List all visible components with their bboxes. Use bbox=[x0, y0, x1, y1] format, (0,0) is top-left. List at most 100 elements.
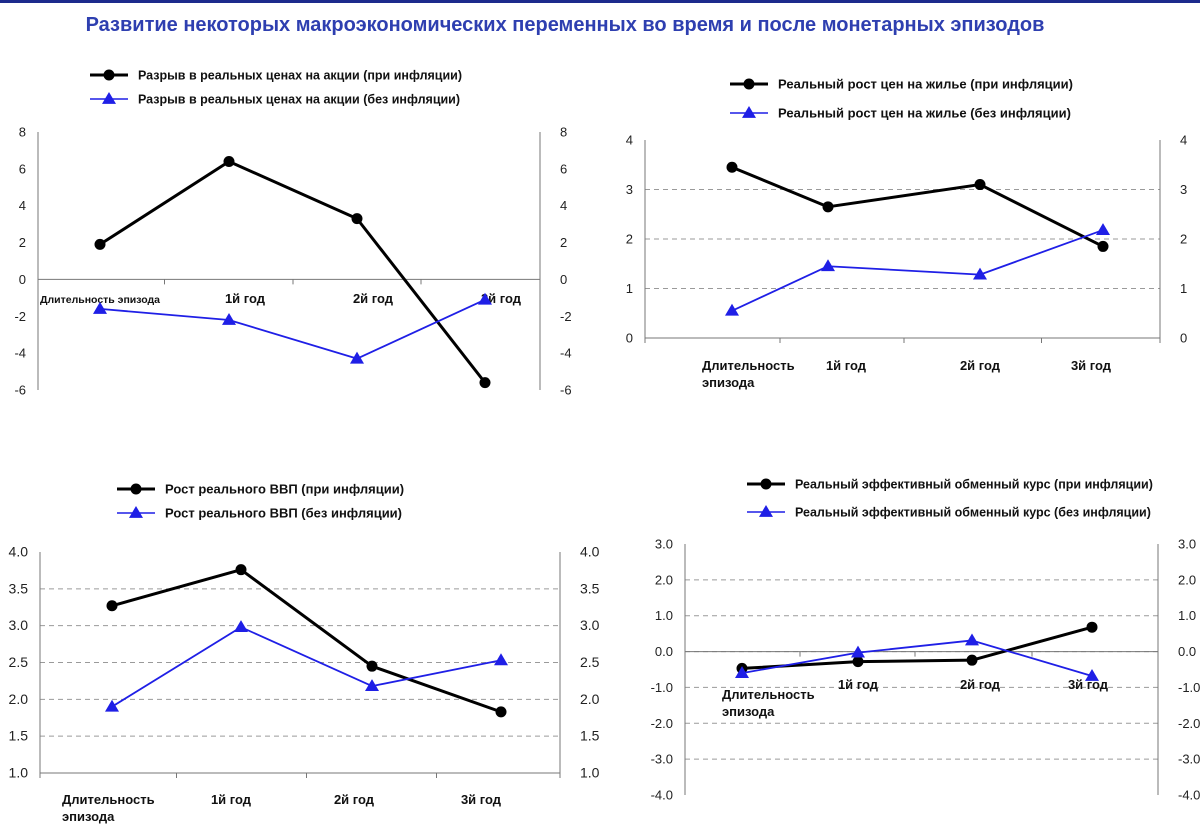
x-category-label: 3й год bbox=[1071, 358, 1112, 373]
y-tick-label-left: 4 bbox=[626, 133, 633, 148]
data-point-triangle bbox=[478, 292, 492, 305]
x-category-label: 1й год bbox=[225, 291, 266, 306]
data-point-circle bbox=[223, 155, 235, 167]
y-tick-label-left: 1.0 bbox=[655, 608, 673, 623]
data-point-triangle bbox=[365, 679, 379, 691]
legend-label-1: Реальный эффективный обменный курс (при … bbox=[795, 478, 1153, 492]
series-line-1 bbox=[99, 159, 487, 384]
data-point-circle bbox=[366, 660, 378, 672]
y-tick-label-left: -2.0 bbox=[651, 716, 673, 731]
y-tick-label-left: 3.0 bbox=[9, 617, 29, 633]
y-tick-label-left: -3.0 bbox=[651, 752, 673, 767]
legend-marker-circle bbox=[103, 69, 115, 81]
data-point-triangle bbox=[222, 312, 236, 325]
series-line-1 bbox=[731, 165, 1104, 248]
data-point-circle bbox=[94, 238, 106, 250]
y-tick-label-left: 2.5 bbox=[9, 654, 29, 670]
y-tick-label-right: 4 bbox=[560, 198, 567, 213]
x-category-label: 3й год bbox=[461, 792, 502, 807]
y-tick-label-left: 1 bbox=[626, 281, 633, 296]
y-tick-label-right: 3.5 bbox=[580, 580, 600, 596]
y-tick-label-left: 3 bbox=[626, 182, 633, 197]
legend-marker-triangle bbox=[759, 505, 773, 517]
top-rule bbox=[0, 0, 1200, 3]
data-point-triangle bbox=[1085, 668, 1099, 681]
x-category-label: 1й год bbox=[838, 677, 879, 692]
legend-marker-triangle bbox=[742, 106, 756, 118]
y-tick-label-left: -6 bbox=[14, 383, 26, 398]
chart-3: Рост реального ВВП (при инфляции) Рост ре… bbox=[9, 482, 600, 825]
y-tick-label-left: 0 bbox=[626, 331, 633, 346]
data-point-circle bbox=[1086, 621, 1098, 633]
series-line-2 bbox=[99, 298, 486, 360]
y-tick-label-right: 2.5 bbox=[580, 654, 600, 670]
y-tick-label-right: 3.0 bbox=[1178, 537, 1196, 552]
y-tick-label-left: 2.0 bbox=[655, 572, 673, 587]
y-tick-label-right: -6 bbox=[560, 383, 572, 398]
y-tick-label-right: 8 bbox=[560, 125, 567, 140]
y-tick-label-right: -2.0 bbox=[1178, 716, 1200, 731]
y-tick-label-right: -4 bbox=[560, 346, 572, 361]
x-category-label: Длительность эпизода bbox=[722, 687, 815, 719]
y-tick-label-left: -4.0 bbox=[651, 788, 673, 803]
x-category-label: Длительность эпизода bbox=[702, 358, 795, 390]
page-title: Развитие некоторых макроэкономических пе… bbox=[85, 14, 1045, 36]
legend-label-1: Разрыв в реальных ценах на акции (при ин… bbox=[138, 69, 462, 83]
data-point-circle bbox=[235, 564, 247, 576]
x-category-label: Длительность эпизода bbox=[40, 294, 160, 306]
y-tick-label-right: 2 bbox=[1180, 232, 1187, 247]
x-category-label: 2й год bbox=[353, 291, 394, 306]
y-tick-label-left: 1.5 bbox=[9, 728, 29, 744]
y-tick-label-left: 3.5 bbox=[9, 580, 29, 596]
y-tick-label-right: 0 bbox=[560, 272, 567, 287]
y-tick-label-left: 1.0 bbox=[9, 765, 29, 781]
legend-marker-circle bbox=[130, 483, 142, 495]
data-point-circle bbox=[852, 656, 864, 668]
y-tick-label-right: 3.0 bbox=[580, 617, 600, 633]
series-line-2 bbox=[731, 229, 1104, 312]
series-line-1 bbox=[111, 568, 502, 714]
y-tick-label-left: 8 bbox=[19, 125, 26, 140]
x-category-label: 1й год bbox=[211, 792, 252, 807]
x-category-label: 2й год bbox=[960, 358, 1001, 373]
data-point-circle bbox=[974, 179, 986, 191]
data-point-triangle bbox=[93, 301, 107, 314]
data-point-circle bbox=[1097, 240, 1109, 252]
data-point-triangle bbox=[821, 259, 835, 272]
y-tick-label-left: -4 bbox=[14, 346, 26, 361]
chart-2: Реальный рост цен на жилье (при инфляции… bbox=[626, 77, 1187, 391]
y-tick-label-right: 4.0 bbox=[580, 544, 600, 560]
y-tick-label-right: 1.0 bbox=[1178, 608, 1196, 623]
data-point-triangle bbox=[350, 351, 364, 364]
y-tick-label-right: -4.0 bbox=[1178, 788, 1200, 803]
data-point-circle bbox=[106, 600, 118, 612]
y-tick-label-left: 4.0 bbox=[9, 544, 29, 560]
data-point-circle bbox=[822, 201, 834, 213]
y-tick-label-right: -3.0 bbox=[1178, 752, 1200, 767]
data-point-triangle bbox=[735, 666, 749, 678]
series-line-2 bbox=[111, 626, 502, 708]
y-tick-label-left: 6 bbox=[19, 161, 26, 176]
data-point-triangle bbox=[725, 303, 739, 316]
y-tick-label-left: 2 bbox=[626, 232, 633, 247]
y-tick-label-left: -1.0 bbox=[651, 680, 673, 695]
data-point-circle bbox=[966, 654, 978, 666]
data-point-triangle bbox=[494, 653, 508, 666]
y-tick-label-left: 2 bbox=[19, 235, 26, 250]
y-tick-label-right: 2 bbox=[560, 235, 567, 250]
x-category-label: Длительность эпизода bbox=[62, 792, 155, 824]
y-tick-label-left: 0 bbox=[19, 272, 26, 287]
y-tick-label-right: 2.0 bbox=[580, 691, 600, 707]
data-point-triangle bbox=[1096, 223, 1110, 235]
y-tick-label-left: 0.0 bbox=[655, 644, 673, 659]
y-tick-label-right: -2 bbox=[560, 309, 572, 324]
x-category-label: 1й год bbox=[826, 358, 867, 373]
legend-marker-triangle bbox=[102, 92, 116, 104]
y-tick-label-left: 3.0 bbox=[655, 537, 673, 552]
y-tick-label-right: 2.0 bbox=[1178, 572, 1196, 587]
x-category-label: 2й год bbox=[960, 677, 1001, 692]
chart-1: Разрыв в реальных ценах на акции (при ин… bbox=[14, 69, 571, 398]
series-line-1 bbox=[741, 625, 1093, 670]
y-tick-label-right: 0.0 bbox=[1178, 644, 1196, 659]
